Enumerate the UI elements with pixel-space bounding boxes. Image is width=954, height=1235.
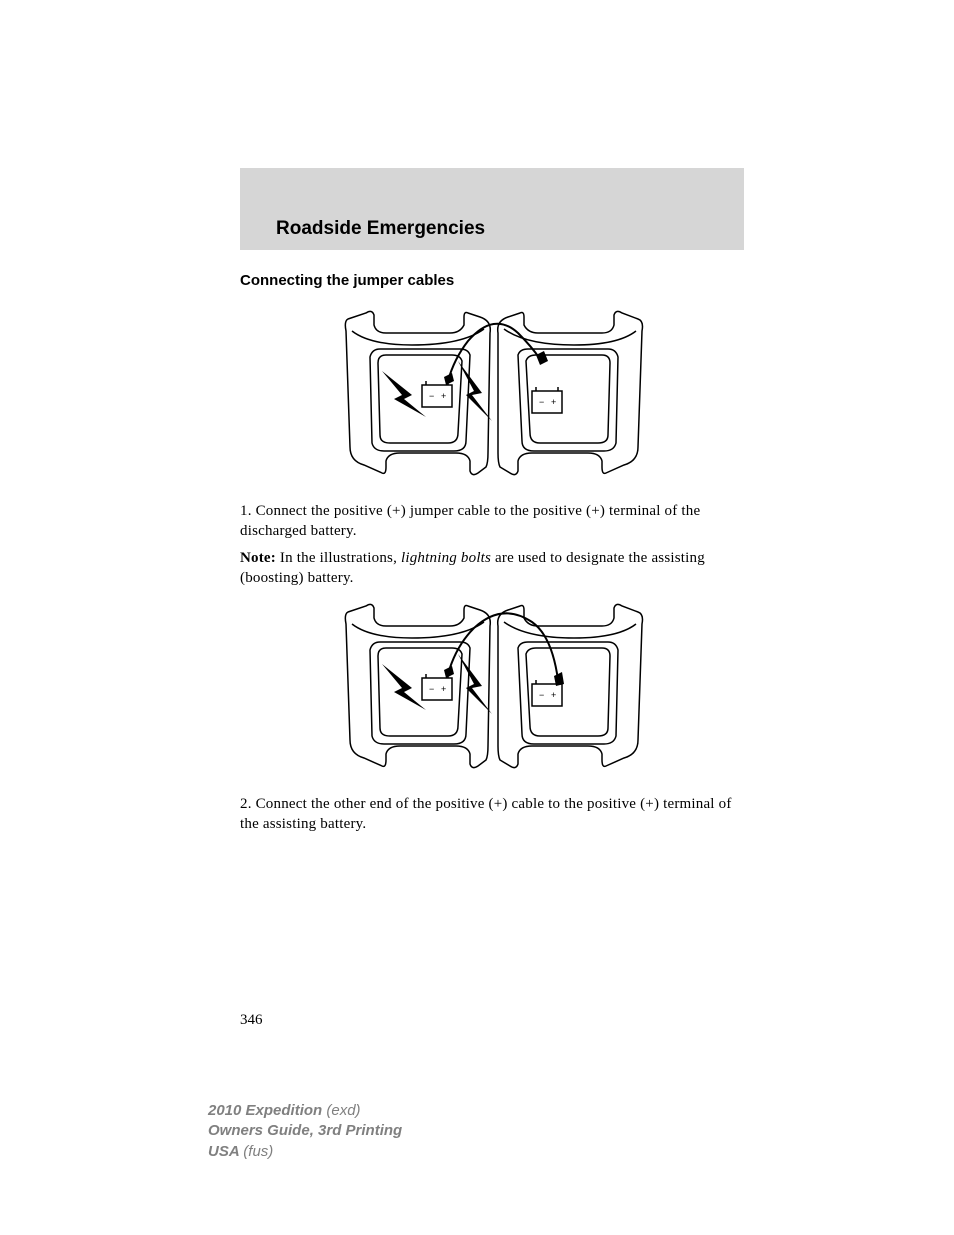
jumper-cable-diagram-2-svg: − + − +: [322, 596, 662, 776]
svg-text:+: +: [551, 397, 556, 407]
step2-text: 2. Connect the other end of the positive…: [240, 795, 744, 834]
step1-text: 1. Connect the positive (+) jumper cable…: [240, 502, 744, 541]
footer-line1: 2010 Expedition (exd): [208, 1101, 402, 1121]
svg-text:+: +: [551, 690, 556, 700]
section-title: Roadside Emergencies: [276, 218, 485, 240]
note-italic: lightning bolts: [401, 550, 491, 566]
note-pre: In the illustrations,: [276, 550, 401, 566]
illustration-step2: − + − +: [240, 596, 744, 781]
illustration-step1: − + − +: [240, 303, 744, 488]
svg-text:−: −: [539, 690, 544, 700]
note-text: Note: In the illustrations, lightning bo…: [240, 549, 744, 588]
footer-code2: (fus): [243, 1143, 273, 1160]
svg-text:−: −: [539, 397, 544, 407]
svg-text:−: −: [429, 684, 434, 694]
footer-code1: (exd): [326, 1102, 360, 1119]
jumper-cable-diagram-1-svg: − + − +: [322, 303, 662, 483]
document-footer: 2010 Expedition (exd) Owners Guide, 3rd …: [208, 1101, 402, 1162]
footer-region: USA: [208, 1143, 243, 1160]
footer-model: 2010 Expedition: [208, 1102, 326, 1119]
note-label: Note:: [240, 550, 276, 566]
section-header-band: Roadside Emergencies: [240, 168, 744, 250]
subsection-heading: Connecting the jumper cables: [240, 272, 744, 289]
svg-text:−: −: [429, 391, 434, 401]
svg-text:+: +: [441, 391, 446, 401]
footer-line2: Owners Guide, 3rd Printing: [208, 1121, 402, 1141]
svg-text:+: +: [441, 684, 446, 694]
footer-line3: USA (fus): [208, 1142, 402, 1162]
page-number: 346: [240, 1012, 744, 1029]
